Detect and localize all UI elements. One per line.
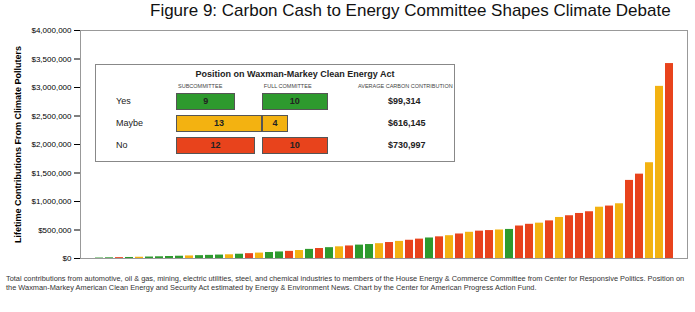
html-text:4: 4 (272, 118, 278, 128)
svg-text:$1,500,000: $1,500,000 (31, 169, 72, 178)
html-text:9: 9 (203, 96, 209, 106)
svg-text:$2,000,000: $2,000,000 (31, 140, 72, 149)
html-text:12: 12 (210, 140, 221, 150)
svg-text:$1,000,000: $1,000,000 (31, 197, 72, 206)
svg-text:$500,000: $500,000 (38, 226, 72, 235)
svg-text:$2,500,000: $2,500,000 (31, 112, 72, 121)
svg-text:$3,500,000: $3,500,000 (31, 55, 72, 64)
svg-text:$0: $0 (63, 254, 72, 263)
html-text:FULL COMMITTEE: FULL COMMITTEE (263, 83, 312, 89)
html-text:AVERAGE CARBON CONTRIBUTION: AVERAGE CARBON CONTRIBUTION (358, 83, 453, 89)
html-text:$99,314: $99,314 (388, 96, 421, 106)
html-text:Maybe: Maybe (116, 118, 143, 128)
html-text:13: 13 (213, 118, 224, 128)
html-text:Position on Waxman-Markey Clea: Position on Waxman-Markey Clean Energy A… (195, 69, 395, 79)
html-text:No: No (116, 140, 128, 150)
svg-text:$4,000,000: $4,000,000 (31, 26, 72, 35)
html-text:Total contributions from autom: Total contributions from automotive, oil… (6, 274, 685, 292)
html-text:$730,997: $730,997 (388, 140, 426, 150)
html-text:10: 10 (289, 140, 300, 150)
html-text:Yes: Yes (116, 96, 131, 106)
html-text:10: 10 (289, 96, 300, 106)
svg-text:$3,000,000: $3,000,000 (31, 83, 72, 92)
svg-text:Lifetime Contributions From Cl: Lifetime Contributions From Climate Poll… (13, 46, 23, 243)
html-text:SUBCOMMITTEE: SUBCOMMITTEE (178, 83, 223, 89)
html-text:Figure 9: Carbon Cash to Energ: Figure 9: Carbon Cash to Energy Committe… (150, 1, 671, 20)
html-text:$616,145: $616,145 (388, 118, 426, 128)
